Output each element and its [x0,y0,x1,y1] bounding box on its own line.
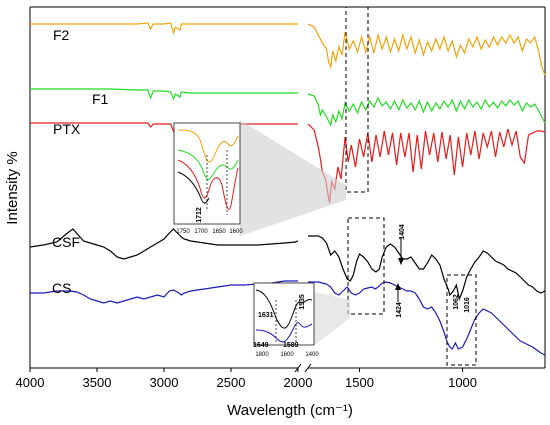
y-axis-label: Intensity % [4,151,21,224]
inset-cs-detail: 1631 1535 1649 1589 1800 1600 1400 [253,282,319,358]
svg-text:1424: 1424 [396,302,403,318]
x-tick-label-3000: 3000 [150,375,179,390]
highlight-box-amide [347,217,385,315]
svg-text:1600: 1600 [280,352,294,358]
svg-text:1649: 1649 [253,342,269,349]
series-label-cs: CS [52,280,71,296]
svg-text:1800: 1800 [255,352,269,358]
svg-text:1404: 1404 [399,224,406,240]
peak-annotation-1062: 1062 [453,294,460,310]
series-line-csf-left [29,228,299,260]
svg-text:1535: 1535 [299,294,306,310]
series-layer [29,22,546,356]
series-line-f1-left [30,88,298,101]
zoom-funnel-top [240,120,346,236]
series-line-csf-right [308,235,546,302]
series-label-ptx: PTX [53,121,81,137]
highlight-box-glycosidic [446,274,477,366]
x-tick-label-1500: 1500 [345,375,374,390]
x-tick-label-3500: 3500 [83,375,112,390]
series-label-f2: F2 [53,27,70,43]
x-axis-label: Wavelength (cm⁻¹) [227,402,353,419]
svg-text:1589: 1589 [283,342,299,349]
svg-text:1400: 1400 [305,352,319,358]
series-line-ptx-right [307,123,546,204]
peak-annotation-1016: 1016 [464,297,471,313]
x-tick-label-2500: 2500 [217,375,246,390]
svg-text:1631: 1631 [258,312,274,319]
inset-ptx-detail: 1712 1750 1700 1650 1600 [173,122,243,235]
series-line-cs-left [30,280,298,304]
series-label-f1: F1 [92,91,109,107]
x-tick-layer: 4000 3500 3000 2500 2000 1500 1000 [16,368,477,390]
svg-text:1600: 1600 [229,229,243,235]
svg-text:1700: 1700 [194,229,208,235]
svg-text:1750: 1750 [176,229,190,235]
highlight-box-carbonyl [345,6,369,193]
axis-break [294,363,312,373]
x-tick-label-2000: 2000 [284,375,313,390]
peak-annotation-1424: 1424 [395,283,403,318]
x-tick-label-1000: 1000 [448,375,477,390]
series-line-f2-right [307,23,546,76]
series-line-f1-right [307,93,546,127]
series-line-f2-left [30,22,298,36]
series-line-cs-right [308,281,546,356]
peak-annotation-1404: 1404 [398,224,406,265]
svg-text:1712: 1712 [196,207,203,223]
x-tick-label-4000: 4000 [16,375,45,390]
svg-text:1650: 1650 [212,229,226,235]
axis-frame [29,6,546,369]
series-label-csf: CSF [52,234,80,250]
